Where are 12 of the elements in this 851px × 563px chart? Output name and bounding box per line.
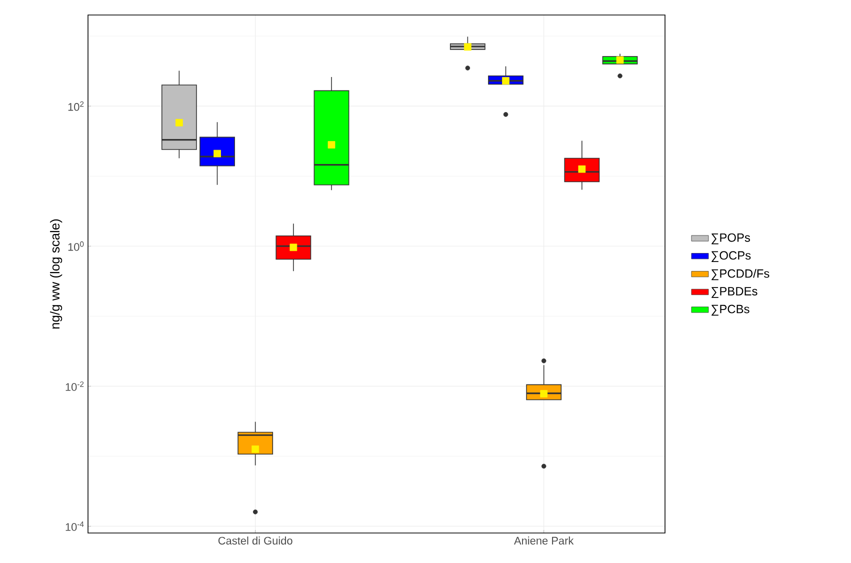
legend-label: ∑OCPs [712,251,751,262]
legend-label: ∑PBDEs [712,287,758,298]
legend-label: ∑PCBs [712,304,750,316]
x-tick-label: Castel di Guido [218,536,292,545]
y-tick-label: 10$^{-2}$ [66,381,84,391]
y-tick-label: 10$^{-4}$ [66,522,84,531]
legend-label: ∑POPs [712,233,750,244]
y-tick-label: 10$^{2}$ [68,101,84,111]
legend-label: ∑PCDD/Fs [712,268,770,280]
x-tick-label: Aniene Park [514,536,574,545]
y-axis-title: ng/g ww (log scale) [50,219,62,329]
y-tick-label: 10$^{0}$ [68,241,84,251]
